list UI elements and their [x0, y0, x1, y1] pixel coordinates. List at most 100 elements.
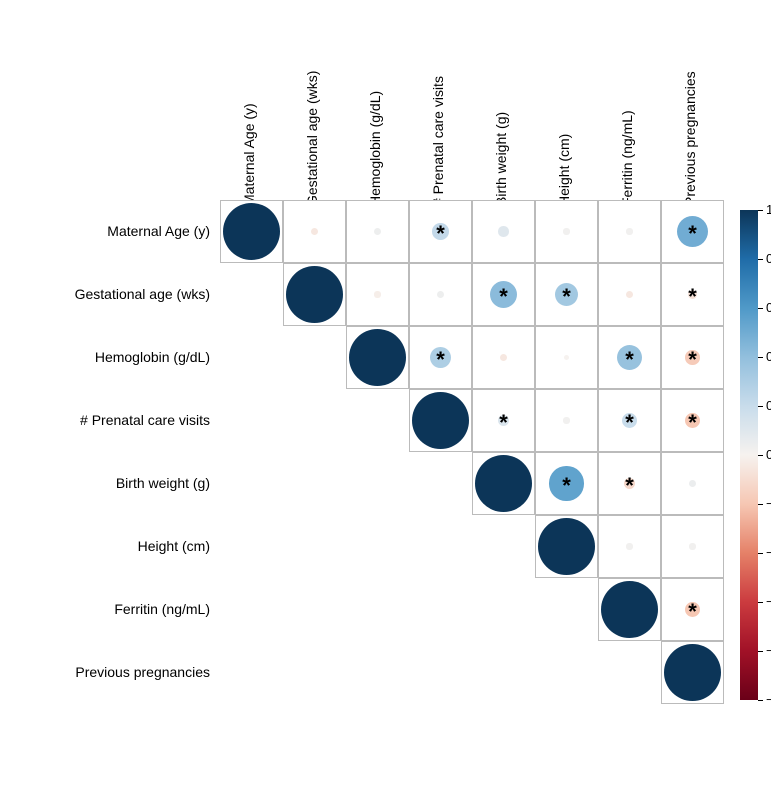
colorbar-strip [740, 210, 758, 700]
correlation-circle [498, 415, 509, 426]
correlation-circle [626, 543, 632, 549]
matrix-cell: * [598, 389, 661, 452]
correlation-circle [430, 347, 451, 368]
correlation-circle [500, 354, 508, 362]
correlation-matrix-chart: Maternal Age (y)Gestational age (wks)Hem… [20, 20, 771, 774]
correlation-circle [374, 228, 381, 235]
matrix-cell: * [598, 452, 661, 515]
colorbar-tickmark [758, 357, 763, 358]
correlation-circle [626, 228, 632, 234]
colorbar-tickmark [758, 455, 763, 456]
correlation-circle [432, 223, 449, 240]
colorbar-tickmark [758, 602, 763, 603]
colorbar-tickmark [758, 504, 763, 505]
correlation-circle [286, 266, 344, 324]
correlation-circle [475, 455, 533, 513]
matrix-cell [472, 200, 535, 263]
correlation-circle [311, 228, 319, 236]
matrix-cell [535, 326, 598, 389]
colorbar-tickmark [758, 553, 763, 554]
colorbar-tickmark [758, 210, 763, 211]
matrix-cell: * [661, 200, 724, 263]
colorbar-tick-label: 0·4 [766, 349, 771, 364]
colorbar-tick-label: 0·6 [766, 300, 771, 315]
correlation-circle [563, 417, 569, 423]
matrix-cell: * [535, 263, 598, 326]
colorbar-tick-label: 0·2 [766, 398, 771, 413]
matrix-cell [409, 389, 472, 452]
colorbar-tickmark [758, 700, 763, 701]
correlation-circle [685, 413, 701, 429]
matrix-cell: * [598, 326, 661, 389]
row-header: Maternal Age (y) [20, 223, 210, 239]
matrix-cell [598, 263, 661, 326]
matrix-cell [598, 578, 661, 641]
matrix-cell: * [535, 452, 598, 515]
correlation-circle [498, 226, 508, 236]
matrix-cell: * [472, 263, 535, 326]
matrix-cell [283, 200, 346, 263]
colorbar-tick-label: 1 [766, 202, 771, 217]
correlation-circle [685, 350, 700, 365]
colorbar-tickmark [758, 406, 763, 407]
colorbar-tickmark [758, 259, 763, 260]
colorbar-tick-label: −0·4 [766, 545, 771, 560]
matrix-cell: * [472, 389, 535, 452]
colorbar-tickmark [758, 308, 763, 309]
correlation-circle [689, 480, 697, 488]
row-header: Height (cm) [20, 538, 210, 554]
matrix-cell [661, 641, 724, 704]
matrix-cell: * [661, 578, 724, 641]
correlation-circle [374, 291, 380, 297]
matrix-cell: * [661, 263, 724, 326]
correlation-circle [689, 543, 695, 549]
correlation-circle [601, 581, 659, 639]
column-header: Previous pregnancies [682, 71, 698, 206]
column-header: Gestational age (wks) [304, 71, 320, 206]
matrix-cell [598, 200, 661, 263]
row-header: Gestational age (wks) [20, 286, 210, 302]
correlation-circle [412, 392, 470, 450]
matrix-cell [598, 515, 661, 578]
matrix-cell [472, 326, 535, 389]
correlation-circle [617, 345, 642, 370]
correlation-circle [688, 290, 697, 299]
correlation-circle [626, 291, 634, 299]
colorbar-tick-label: 0·8 [766, 251, 771, 266]
column-header: # Prenatal care visits [430, 76, 446, 206]
matrix-cell: * [409, 200, 472, 263]
matrix-cell [535, 200, 598, 263]
matrix-cell [661, 515, 724, 578]
matrix-cell: * [661, 326, 724, 389]
correlation-circle [349, 329, 407, 387]
correlation-circle [223, 203, 281, 261]
row-header: # Prenatal care visits [20, 412, 210, 428]
correlation-circle [563, 228, 569, 234]
matrix-cell [535, 515, 598, 578]
colorbar-tick-label: −0·8 [766, 643, 771, 658]
correlation-circle [677, 216, 709, 248]
matrix-cell: * [661, 389, 724, 452]
matrix-cell: * [409, 326, 472, 389]
matrix-cell [409, 263, 472, 326]
correlation-circle [549, 466, 583, 500]
row-header: Previous pregnancies [20, 664, 210, 680]
matrix-cell [346, 263, 409, 326]
matrix-cell [472, 452, 535, 515]
correlation-circle [664, 644, 722, 702]
matrix-cell [346, 200, 409, 263]
column-header: Ferritin (ng/mL) [619, 110, 635, 206]
column-header: Height (cm) [556, 134, 572, 206]
colorbar-tick-label: −0·2 [766, 496, 771, 511]
colorbar-tick-label: −0·6 [766, 594, 771, 609]
row-header: Birth weight (g) [20, 475, 210, 491]
matrix-cell [346, 326, 409, 389]
correlation-circle [564, 355, 569, 360]
matrix-cell [661, 452, 724, 515]
correlation-circle [538, 518, 596, 576]
matrix-cell [283, 263, 346, 326]
column-header: Maternal Age (y) [241, 103, 257, 206]
column-header: Birth weight (g) [493, 112, 509, 206]
matrix-cell [535, 389, 598, 452]
correlation-circle [624, 478, 635, 489]
